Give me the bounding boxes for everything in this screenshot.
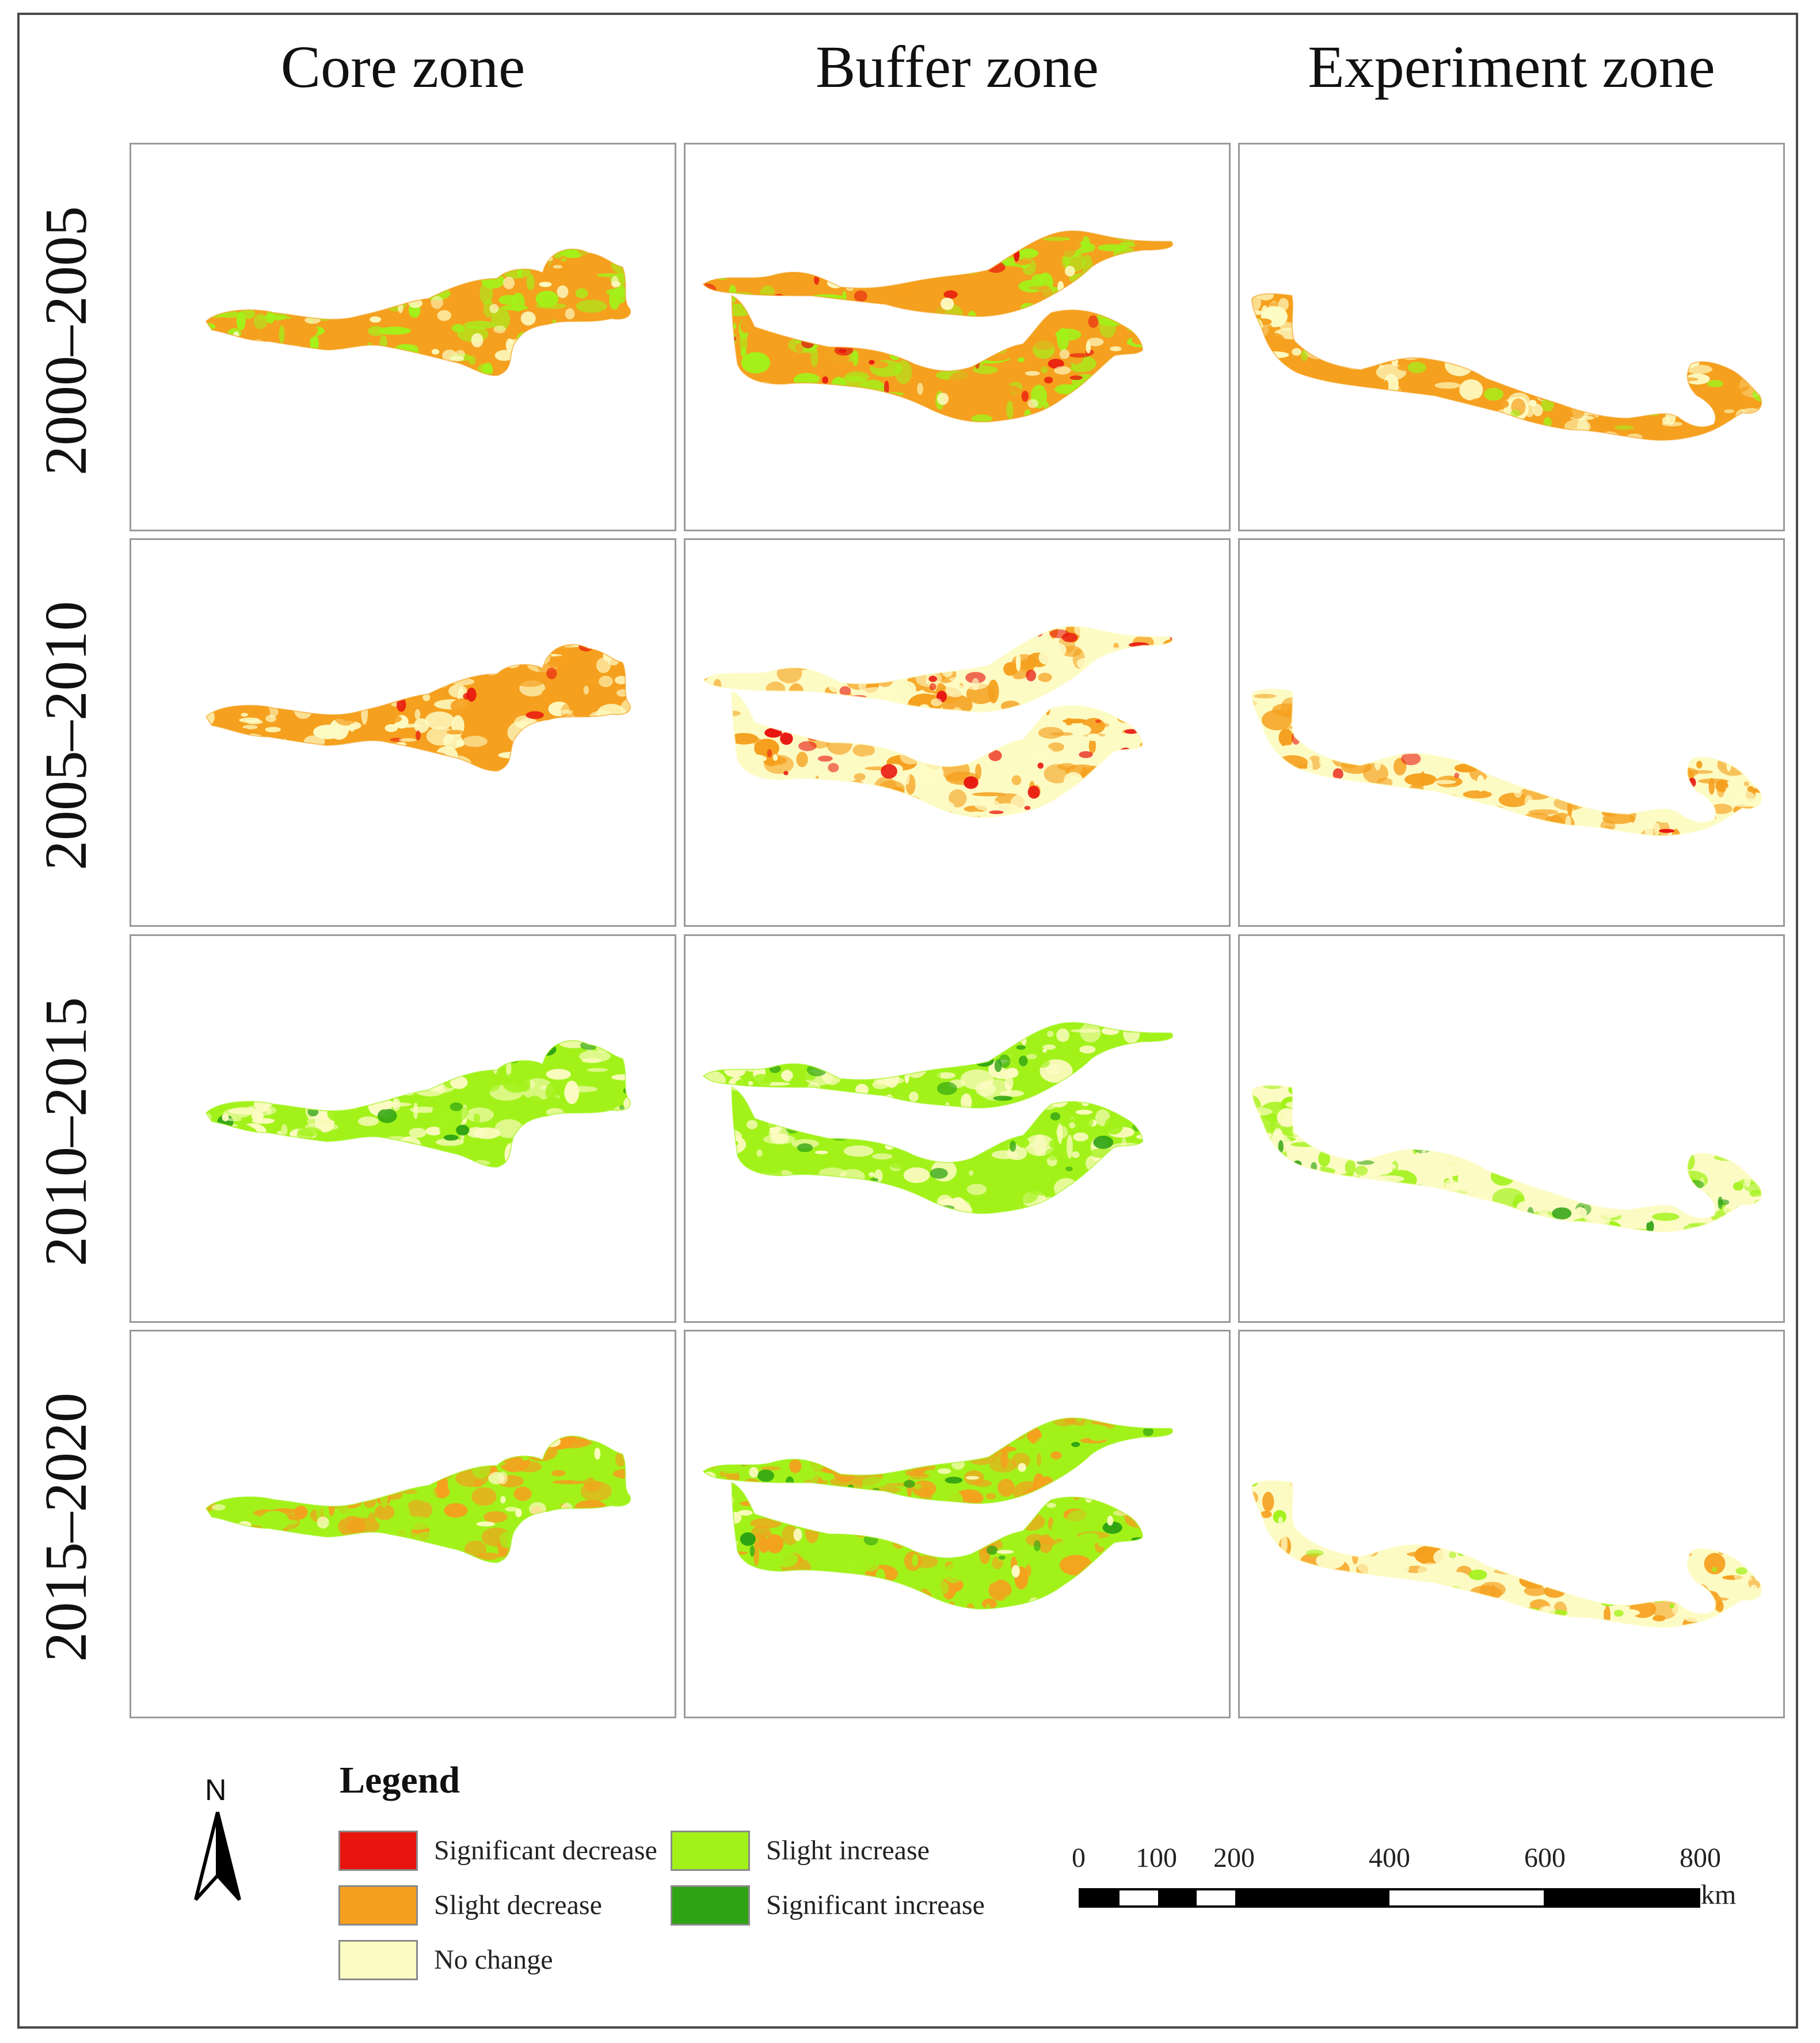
zone-outline	[205, 644, 631, 772]
zone-outline	[1251, 1085, 1762, 1232]
zone-outline	[702, 1417, 1173, 1504]
scale-segment	[1544, 1890, 1698, 1905]
zone-map	[702, 1022, 1173, 1214]
map-panel-buffer-2015-2020	[684, 1330, 1231, 1718]
map-panel-experiment-2010-2015	[1238, 934, 1785, 1323]
scale-segment	[1158, 1890, 1197, 1905]
zone-map	[1251, 688, 1762, 836]
zone-outline	[702, 230, 1173, 317]
zone-outline	[1251, 293, 1762, 441]
change-raster	[703, 1022, 1173, 1213]
legend-label: Significant increase	[766, 1890, 985, 1920]
zone-map	[702, 1417, 1173, 1610]
change-raster	[206, 249, 631, 376]
map-panel-core-2000-2005	[130, 143, 676, 531]
scale-tick-label: 600	[1524, 1843, 1566, 1873]
scale-segment	[1235, 1890, 1389, 1905]
scale-tick-label: 400	[1369, 1843, 1410, 1873]
zone-map	[1251, 1085, 1762, 1232]
change-raster	[703, 231, 1173, 422]
zone-map	[205, 1435, 631, 1563]
scale-unit: km	[1701, 1880, 1737, 1910]
map-panel-core-2010-2015	[130, 934, 676, 1323]
scale-tick-label: 800	[1680, 1843, 1721, 1873]
zone-outline	[205, 248, 631, 376]
change-raster	[206, 644, 631, 771]
north-arrow-icon	[194, 1812, 241, 1901]
change-raster	[703, 1418, 1173, 1609]
zone-outline	[205, 1040, 631, 1168]
zone-map	[205, 644, 631, 772]
change-raster	[703, 626, 1173, 817]
swatch-no-change	[338, 1940, 418, 1980]
zone-map	[205, 248, 631, 376]
row-label-2010-2015: 2010–2015	[33, 997, 99, 1266]
legend-label: Slight decrease	[434, 1890, 602, 1920]
swatch-slight-decrease	[338, 1885, 418, 1926]
zone-outline	[731, 690, 1144, 818]
scale-bar	[1079, 1888, 1700, 1908]
scale-tick-label: 0	[1072, 1843, 1086, 1873]
row-label-2005-2010: 2005–2010	[33, 601, 99, 870]
map-frame	[17, 13, 1798, 2029]
legend-label: Slight increase	[766, 1835, 930, 1866]
swatch-slight-increase	[671, 1831, 750, 1871]
map-panel-core-2015-2020	[130, 1330, 676, 1718]
scale-tick-label: 200	[1213, 1843, 1255, 1873]
map-panel-experiment-2005-2010	[1238, 538, 1785, 927]
change-raster	[206, 1040, 631, 1167]
row-label-2000-2005: 2000–2005	[33, 206, 99, 475]
map-panel-buffer-2010-2015	[684, 934, 1231, 1323]
change-raster	[1252, 1481, 1762, 1627]
legend-title: Legend	[340, 1759, 460, 1801]
zone-outline	[1251, 1480, 1762, 1628]
swatch-significant-decrease	[338, 1831, 418, 1871]
change-raster	[206, 1436, 631, 1563]
scale-tick-label: 100	[1136, 1843, 1177, 1873]
row-label-2015-2020: 2015–2020	[33, 1393, 99, 1662]
swatch-significant-increase	[671, 1885, 750, 1926]
scale-segment	[1389, 1890, 1544, 1905]
column-title-core: Core zone	[280, 34, 526, 100]
north-label: N	[205, 1774, 227, 1807]
map-panel-experiment-2000-2005	[1238, 143, 1785, 531]
map-panel-buffer-2005-2010	[684, 538, 1231, 927]
map-panel-core-2005-2010	[130, 538, 676, 927]
legend-label: Significant decrease	[434, 1835, 657, 1866]
zone-outline	[205, 1435, 631, 1563]
zone-map	[205, 1040, 631, 1168]
zone-outline	[702, 1022, 1173, 1109]
map-panel-experiment-2015-2020	[1238, 1330, 1785, 1718]
zone-map	[702, 626, 1173, 818]
scale-segment	[1197, 1890, 1235, 1905]
change-raster	[1252, 1085, 1762, 1232]
zone-outline	[702, 626, 1173, 713]
zone-outline	[731, 295, 1144, 423]
zone-outline	[731, 1086, 1144, 1214]
zone-outline	[731, 1482, 1144, 1610]
change-raster	[1252, 294, 1762, 440]
map-panel-buffer-2000-2005	[684, 143, 1231, 531]
change-raster	[1252, 689, 1762, 836]
column-title-buffer: Buffer zone	[816, 34, 1099, 100]
zone-outline	[1251, 688, 1762, 836]
zone-map	[702, 230, 1173, 423]
scale-segment	[1081, 1890, 1120, 1905]
legend-label: No change	[434, 1945, 553, 1975]
zone-map	[1251, 293, 1762, 441]
column-title-experiment: Experiment zone	[1308, 34, 1715, 100]
scale-segment	[1120, 1890, 1158, 1905]
zone-map	[1251, 1480, 1762, 1628]
north-arrow: N	[189, 1773, 246, 1905]
